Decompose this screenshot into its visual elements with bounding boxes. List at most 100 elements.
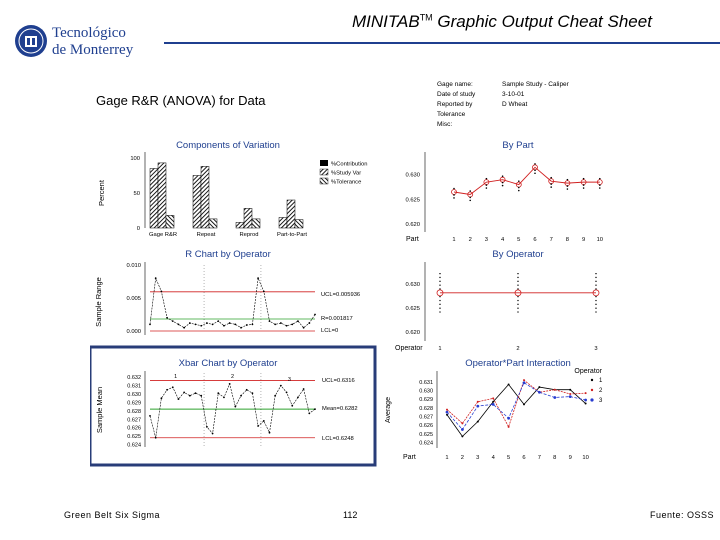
by-part-observation — [469, 190, 472, 192]
by-operator-observation — [595, 299, 597, 302]
legend-label: %Study Var — [331, 171, 361, 177]
by-part-observation — [485, 187, 488, 189]
by-part-observation — [453, 187, 455, 190]
by-part-observation — [582, 187, 585, 189]
logo: Tecnológico de Monterrey — [14, 22, 174, 62]
by-part-observation — [566, 178, 569, 181]
xbar-y-tick: 0.626 — [127, 426, 141, 432]
info-label: Misc: — [437, 121, 452, 128]
r-chart-point — [217, 320, 220, 322]
interaction-x-tick: 1 — [445, 455, 448, 461]
study-info: Gage name: Date of study Reported by Tol… — [437, 81, 570, 128]
interaction-point — [523, 379, 525, 382]
xbar-point — [274, 394, 277, 397]
logo-text-line1: Tecnológico — [52, 25, 126, 41]
interaction-point — [584, 398, 587, 402]
r-chart-point — [251, 323, 254, 326]
r-chart-series-line — [149, 277, 316, 329]
by-operator-observation — [595, 311, 597, 313]
by-part-observation — [518, 180, 520, 182]
by-operator-observation — [439, 311, 441, 313]
r-chart-point — [262, 290, 265, 293]
component-bar — [208, 218, 218, 229]
by-operator-observation — [595, 303, 597, 306]
component-bar — [251, 218, 261, 229]
by-part-y-tick: 0.630 — [405, 173, 420, 179]
by-operator-y-tick: 0.630 — [405, 282, 420, 288]
r-chart-point — [166, 316, 168, 319]
by-part-observation — [453, 197, 455, 199]
by-operator-observation — [517, 280, 519, 283]
by-part-title: By Part — [502, 140, 534, 151]
interaction-point — [569, 393, 572, 396]
r-chart-point — [188, 322, 191, 324]
legend-swatch — [319, 177, 329, 185]
xbar-y-tick: 0.625 — [127, 434, 141, 440]
xbar-series-line — [149, 382, 316, 438]
by-operator-observation — [439, 303, 441, 306]
r-chart-center-label: R=0.001817 — [321, 316, 353, 322]
by-operator-observation — [595, 276, 597, 279]
xbar-point — [234, 405, 237, 408]
by-operator-observation — [517, 303, 519, 306]
interaction-point — [553, 396, 557, 399]
by-part-observation — [534, 172, 536, 175]
component-bar — [294, 219, 304, 229]
interaction-point — [445, 410, 449, 414]
xbar-point — [257, 425, 260, 427]
interaction-x-tick: 10 — [582, 455, 588, 461]
legend-marker-1 — [590, 378, 594, 382]
by-operator-observation — [439, 299, 441, 302]
components-panel: Components of Variation Percent 100 50 0 G… — [97, 140, 367, 238]
r-chart-y-tick: 0.000 — [126, 329, 141, 335]
by-operator-observation — [439, 280, 441, 283]
xbar-point — [228, 383, 231, 385]
r-chart-point — [194, 323, 197, 326]
by-operator-x-label: Operator — [395, 345, 423, 352]
by-part-x-tick: 9 — [582, 237, 585, 243]
interaction-point — [492, 400, 495, 403]
interaction-point — [461, 428, 464, 431]
by-operator-observation — [595, 272, 597, 275]
component-bar — [200, 166, 210, 229]
xbar-center-label: Mean=0.6282 — [322, 406, 358, 412]
by-part-observation — [550, 183, 552, 185]
component-bar — [278, 217, 288, 229]
xbar-point — [211, 432, 214, 435]
by-operator-observation — [439, 307, 441, 309]
by-operator-panel: By Operator Operator 0.630 0.625 0.620 1 2 3 — [395, 249, 600, 352]
interaction-point — [461, 422, 464, 425]
interaction-point — [461, 435, 464, 438]
legend-label: 3 — [599, 398, 603, 404]
xbar-point — [160, 397, 163, 400]
by-operator-observation — [517, 284, 519, 286]
xbar-ucl-label: UCL=0.6316 — [322, 378, 355, 384]
info-value: Sample Study - Caliper — [502, 81, 570, 88]
interaction-point — [507, 416, 510, 420]
interaction-title: Operator*Part Interaction — [465, 358, 571, 369]
xbar-panel: Xbar Chart by Operator Sample Mean 0.632… — [95, 358, 358, 448]
title-trademark: TM — [419, 12, 433, 23]
xbar-point — [149, 414, 151, 417]
info-value: D Wheat — [502, 101, 527, 108]
by-operator-observation — [517, 299, 519, 302]
by-part-observation — [518, 189, 520, 192]
by-part-observation — [534, 163, 536, 165]
interaction-point — [446, 413, 448, 416]
interaction-point — [446, 408, 448, 411]
by-part-observation — [501, 184, 504, 187]
xbar-y-tick: 0.631 — [127, 384, 141, 390]
components-y-tick: 50 — [134, 191, 140, 197]
by-operator-observation — [595, 280, 597, 283]
interaction-point — [507, 425, 510, 428]
xbar-point — [291, 404, 294, 407]
by-part-observation — [566, 188, 569, 190]
by-operator-observation — [517, 307, 519, 309]
by-operator-observation — [517, 311, 519, 313]
by-part-observation — [518, 186, 520, 189]
by-operator-x-tick: 3 — [594, 346, 597, 352]
xbar-point — [223, 396, 225, 399]
r-chart-y-label: Sample Range — [94, 277, 103, 327]
xbar-point — [166, 388, 168, 391]
by-operator-observation — [439, 272, 441, 275]
